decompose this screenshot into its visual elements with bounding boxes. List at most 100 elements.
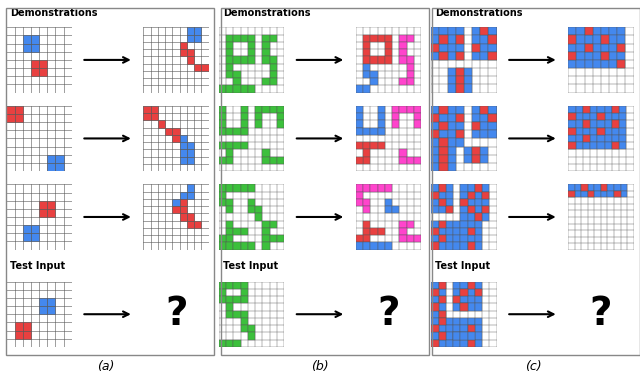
Bar (472, 27, 480, 36)
Bar (226, 85, 234, 93)
Bar (226, 184, 234, 192)
Bar (431, 303, 438, 311)
Bar (22, 225, 31, 233)
Bar (234, 339, 241, 347)
Bar (431, 155, 440, 163)
Bar (180, 142, 187, 149)
Bar (431, 242, 438, 249)
Bar (262, 235, 269, 242)
Bar (446, 242, 453, 249)
Bar (226, 303, 234, 311)
Text: ?: ? (589, 295, 612, 333)
Bar (607, 184, 614, 191)
Bar (475, 303, 482, 311)
Bar (601, 52, 609, 60)
Bar (460, 199, 468, 206)
Bar (378, 184, 385, 192)
Bar (399, 221, 406, 228)
Bar (6, 114, 15, 122)
Bar (262, 149, 269, 156)
Bar (234, 311, 241, 318)
Bar (581, 191, 588, 197)
Bar (241, 56, 248, 64)
Bar (385, 206, 392, 213)
Bar (475, 213, 482, 221)
Bar (378, 242, 385, 249)
Bar (468, 228, 475, 235)
Bar (621, 184, 627, 191)
Bar (255, 206, 262, 213)
Bar (39, 60, 47, 68)
Bar (453, 339, 460, 347)
Bar (468, 206, 475, 213)
Bar (609, 60, 618, 68)
Bar (453, 318, 460, 325)
Bar (590, 120, 597, 127)
Bar (241, 113, 248, 120)
Bar (480, 106, 488, 114)
Bar (392, 206, 399, 213)
Bar (568, 36, 577, 43)
Bar (356, 192, 363, 199)
Bar (399, 156, 406, 164)
Bar (482, 192, 490, 199)
Bar (568, 191, 575, 197)
Bar (460, 332, 468, 339)
Bar (431, 228, 438, 235)
Bar (480, 114, 488, 122)
Bar (431, 303, 438, 311)
Bar (262, 42, 269, 49)
Bar (431, 296, 438, 303)
Bar (165, 127, 172, 135)
Bar (406, 221, 414, 228)
Bar (187, 27, 194, 34)
Bar (468, 325, 475, 332)
Bar (431, 325, 438, 332)
Bar (468, 332, 475, 339)
Bar (431, 192, 438, 199)
Bar (187, 192, 194, 199)
Bar (440, 52, 447, 60)
Bar (241, 242, 248, 249)
Bar (612, 127, 619, 135)
Bar (269, 106, 277, 113)
Bar (234, 56, 241, 64)
Bar (568, 113, 575, 120)
Bar (597, 127, 605, 135)
Bar (440, 114, 447, 122)
Bar (194, 34, 202, 42)
Bar (460, 325, 468, 332)
Bar (219, 339, 226, 347)
Bar (187, 56, 194, 64)
Bar (453, 332, 460, 339)
Bar (219, 192, 226, 199)
Bar (568, 142, 575, 149)
Bar (440, 122, 447, 130)
Bar (456, 68, 464, 76)
Bar (456, 36, 464, 43)
Bar (431, 147, 440, 155)
Bar (406, 106, 414, 113)
Bar (460, 282, 468, 289)
Bar (226, 296, 234, 303)
Bar (414, 120, 421, 127)
Text: Demonstrations: Demonstrations (435, 8, 523, 18)
Bar (363, 56, 371, 64)
Bar (590, 113, 597, 120)
Bar (593, 27, 601, 36)
Bar (472, 122, 480, 130)
Bar (475, 242, 482, 249)
Bar (456, 138, 464, 147)
Bar (583, 113, 590, 120)
Bar (219, 142, 226, 149)
Bar (475, 325, 482, 332)
Bar (226, 156, 234, 164)
Bar (618, 43, 625, 52)
Bar (371, 127, 378, 135)
Bar (447, 106, 456, 114)
Bar (453, 325, 460, 332)
Bar (497, 43, 505, 52)
Bar (447, 114, 456, 122)
Bar (568, 27, 577, 36)
Text: Demonstrations: Demonstrations (223, 8, 310, 18)
